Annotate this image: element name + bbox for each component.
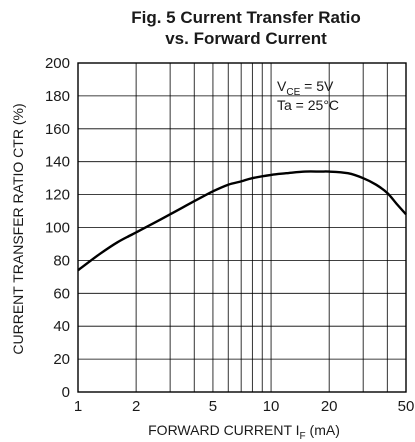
x-axis-label-subscript: F (300, 431, 306, 442)
conditions-annotation: VCE = 5V Ta = 25°C (277, 78, 339, 113)
y-tick-label: 180 (45, 88, 70, 105)
vce-value: = 5V (300, 78, 334, 94)
y-tick-label: 200 (45, 55, 70, 72)
x-axis-label-main: FORWARD CURRENT I (148, 422, 299, 438)
x-axis-label: FORWARD CURRENT IF (mA) (148, 422, 340, 442)
x-tick-label: 1 (74, 398, 82, 415)
x-tick-labels: 1 2 5 10 20 50 (74, 398, 415, 415)
vce-subscript: CE (286, 87, 300, 98)
y-tick-label: 0 (62, 384, 70, 401)
vce-annotation: VCE = 5V (277, 78, 334, 98)
y-tick-label: 160 (45, 121, 70, 138)
x-tick-label: 2 (132, 398, 140, 415)
x-tick-label: 20 (321, 398, 338, 415)
y-tick-label: 140 (45, 154, 70, 171)
ta-annotation: Ta = 25°C (277, 97, 339, 113)
chart-title-line2: vs. Forward Current (165, 29, 327, 48)
vce-symbol: V (277, 78, 287, 94)
y-tick-label: 20 (53, 351, 70, 368)
grid-lines (77, 62, 407, 393)
y-axis-label: CURRENT TRANSFER RATIO CTR (%) (10, 103, 26, 354)
x-axis-label-unit: (mA) (306, 422, 340, 438)
y-tick-label: 100 (45, 220, 70, 237)
x-tick-label: 5 (209, 398, 217, 415)
x-tick-label: 50 (398, 398, 415, 415)
chart-title-line1: Fig. 5 Current Transfer Ratio (131, 8, 361, 27)
y-tick-label: 60 (53, 285, 70, 302)
y-tick-label: 40 (53, 318, 70, 335)
y-tick-label: 120 (45, 187, 70, 204)
ctr-curve (77, 170, 407, 272)
y-tick-label: 80 (53, 252, 70, 269)
y-tick-labels: 0 20 40 60 80 100 120 140 160 180 200 (45, 55, 70, 401)
x-tick-label: 10 (263, 398, 280, 415)
plot-frame (77, 62, 407, 393)
